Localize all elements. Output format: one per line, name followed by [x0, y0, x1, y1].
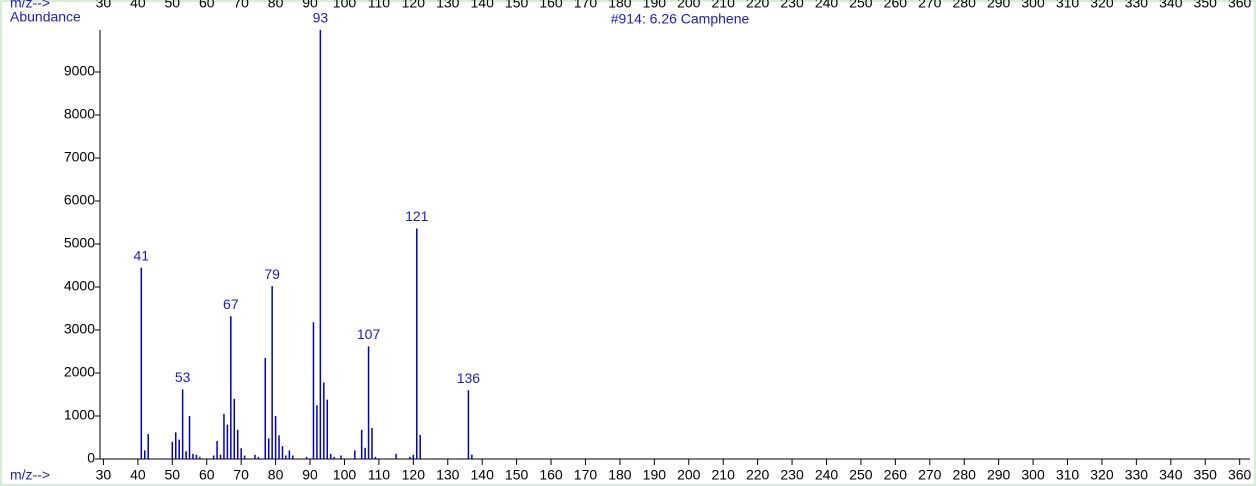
top-x-tick-label: 180	[608, 0, 632, 11]
top-x-tick-label: 90	[302, 0, 318, 11]
top-x-tick-label: 40	[130, 0, 146, 11]
x-tick-label: 120	[402, 467, 426, 483]
top-x-tick-label: 210	[712, 0, 736, 11]
y-tick-label: 2000	[64, 364, 95, 380]
x-tick-label: 150	[505, 467, 529, 483]
top-x-tick-label: 110	[368, 0, 391, 11]
peak-label: 107	[357, 326, 381, 342]
x-tick-label: 60	[199, 467, 215, 483]
x-tick-label: 300	[1021, 467, 1045, 483]
x-tick-label: 210	[712, 467, 736, 483]
y-tick-label: 6000	[64, 192, 95, 208]
peak-label: 136	[457, 370, 481, 386]
y-tick-label: 3000	[64, 321, 95, 337]
top-x-tick-label: 80	[268, 0, 284, 11]
x-tick-label: 30	[96, 467, 112, 483]
y-tick-label: 1000	[64, 407, 95, 423]
x-tick-label: 240	[815, 467, 839, 483]
y-tick-label: 4000	[64, 278, 95, 294]
top-x-label: m/z-->	[10, 0, 50, 11]
top-x-tick-label: 310	[1056, 0, 1080, 11]
top-x-tick-label: 260	[884, 0, 908, 11]
x-tick-label: 330	[1125, 467, 1149, 483]
peak-label: 79	[264, 266, 280, 282]
x-tick-label: 40	[130, 467, 146, 483]
top-x-tick-label: 330	[1125, 0, 1149, 11]
x-tick-label: 80	[268, 467, 284, 483]
top-x-tick-label: 360	[1228, 0, 1252, 11]
top-x-tick-label: 60	[199, 0, 215, 11]
x-tick-label: 260	[884, 467, 908, 483]
x-tick-label: 140	[471, 467, 495, 483]
y-tick-label: 8000	[64, 106, 95, 122]
top-x-tick-label: 120	[402, 0, 426, 11]
x-tick-label: 310	[1056, 467, 1080, 483]
top-x-tick-label: 230	[780, 0, 804, 11]
x-tick-label: 230	[780, 467, 804, 483]
y-label: Abundance	[10, 9, 81, 25]
y-tick-label: 9000	[64, 63, 95, 79]
y-tick-label: 0	[87, 450, 95, 466]
peak-label: 67	[223, 296, 239, 312]
x-tick-label: 340	[1159, 467, 1183, 483]
top-x-tick-label: 290	[987, 0, 1011, 11]
x-tick-label: 220	[746, 467, 770, 483]
top-x-tick-label: 190	[643, 0, 667, 11]
x-tick-label: 280	[953, 467, 977, 483]
top-x-tick-label: 280	[953, 0, 977, 11]
top-x-tick-label: 250	[849, 0, 873, 11]
top-x-tick-label: 220	[746, 0, 770, 11]
y-tick-label: 5000	[64, 235, 95, 251]
x-tick-label: 70	[233, 467, 249, 483]
top-x-tick-label: 300	[1021, 0, 1045, 11]
peak-label: 121	[405, 208, 429, 224]
x-tick-label: 160	[539, 467, 563, 483]
top-x-tick-label: 30	[96, 0, 112, 11]
top-x-tick-label: 340	[1159, 0, 1183, 11]
x-tick-label: 270	[918, 467, 942, 483]
x-tick-label: 320	[1090, 467, 1114, 483]
top-x-tick-label: 270	[918, 0, 942, 11]
x-tick-label: 200	[677, 467, 701, 483]
x-tick-label: 100	[333, 467, 357, 483]
top-x-tick-label: 160	[539, 0, 563, 11]
x-tick-label: 130	[436, 467, 460, 483]
top-x-tick-label: 70	[233, 0, 249, 11]
x-tick-label: 170	[574, 467, 598, 483]
x-label: m/z-->	[10, 467, 50, 483]
x-tick-label: 50	[165, 467, 181, 483]
x-tick-label: 110	[368, 467, 391, 483]
top-x-tick-label: 170	[574, 0, 598, 11]
x-tick-label: 180	[608, 467, 632, 483]
peak-label: 93	[313, 10, 329, 26]
top-x-tick-label: 130	[436, 0, 460, 11]
top-x-tick-label: 100	[333, 0, 357, 11]
x-tick-label: 250	[849, 467, 873, 483]
top-x-tick-label: 50	[165, 0, 181, 11]
top-x-tick-label: 350	[1194, 0, 1218, 11]
x-tick-label: 350	[1194, 467, 1218, 483]
peak-label: 41	[134, 247, 150, 263]
chart-title: #914: 6.26 Camphene	[611, 11, 750, 27]
peak-label: 53	[175, 369, 191, 385]
x-tick-label: 90	[302, 467, 318, 483]
y-tick-label: 7000	[64, 149, 95, 165]
top-x-tick-label: 140	[471, 0, 495, 11]
x-tick-label: 290	[987, 467, 1011, 483]
x-tick-label: 360	[1228, 467, 1252, 483]
top-x-tick-label: 240	[815, 0, 839, 11]
top-x-tick-label: 150	[505, 0, 529, 11]
top-x-tick-label: 320	[1090, 0, 1114, 11]
top-x-tick-label: 200	[677, 0, 701, 11]
x-tick-label: 190	[643, 467, 667, 483]
